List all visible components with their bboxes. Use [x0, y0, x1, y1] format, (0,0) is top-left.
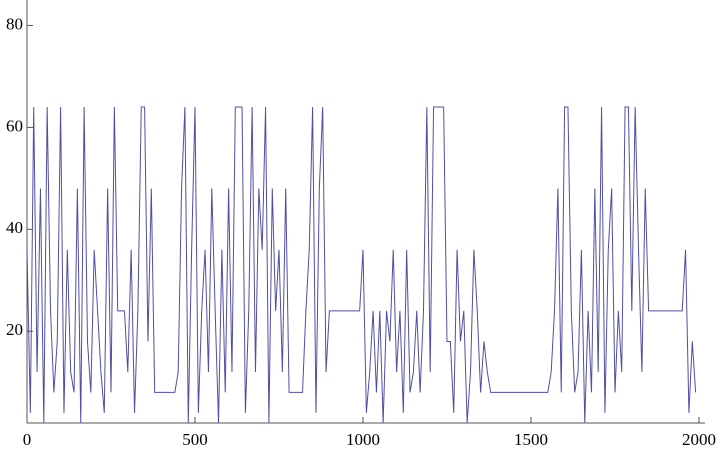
- y-tick-label: 60: [6, 116, 23, 135]
- y-tick-label: 20: [6, 320, 23, 339]
- x-tick-label: 1500: [514, 430, 548, 449]
- x-tick-label: 2000: [682, 430, 716, 449]
- y-tick-label: 40: [6, 218, 23, 237]
- x-tick-label: 500: [182, 430, 208, 449]
- data-line: [26, 106, 697, 424]
- y-tick-label: 80: [6, 14, 23, 33]
- x-tick-label: 1000: [346, 430, 380, 449]
- x-tick-label: 0: [23, 430, 32, 449]
